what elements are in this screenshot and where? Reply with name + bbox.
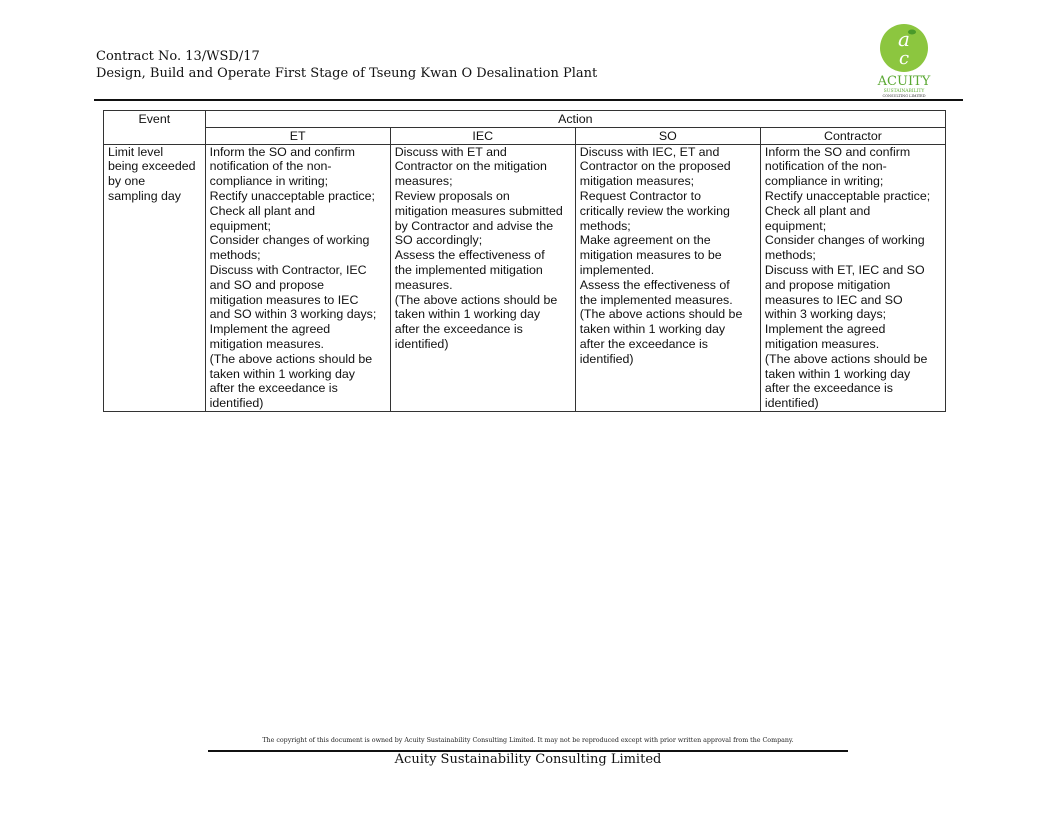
et-action-cell: Inform the SO and confirm notification o… (204, 143, 391, 412)
column-header-so: SO (574, 126, 761, 145)
column-header-contractor: Contractor (759, 126, 947, 145)
table-subheader-row: ET IEC SO Contractor (104, 126, 947, 145)
action-header: Action (204, 110, 947, 128)
svg-text:a: a (898, 27, 910, 51)
svg-text:SUSTAINABILITY: SUSTAINABILITY (884, 88, 926, 94)
so-action-cell: Discuss with IEC, ET and Contractor on t… (574, 143, 761, 412)
svg-text:c: c (899, 48, 909, 69)
event-cell: Limit level being exceeded by one sampli… (103, 143, 206, 412)
iec-action-cell: Discuss with ET and Contractor on the mi… (389, 143, 576, 412)
svg-text:ACUITY: ACUITY (877, 74, 931, 89)
column-header-et: ET (204, 126, 391, 145)
acuity-logo: a c ACUITY SUSTAINABILITY CONSULTING LIM… (877, 24, 931, 98)
svg-text:CONSULTING LIMITED: CONSULTING LIMITED (882, 94, 925, 98)
copyright-notice: The copyright of this document is owned … (262, 737, 794, 744)
table-row: Limit level being exceeded by one sampli… (103, 143, 947, 412)
contract-number: Contract No. 13/WSD/17 (96, 49, 260, 64)
table-header-row: Event Action (103, 110, 947, 145)
column-header-iec: IEC (389, 126, 576, 145)
header-rule (94, 99, 963, 101)
contractor-action-cell: Inform the SO and confirm notification o… (759, 143, 947, 412)
contract-title: Design, Build and Operate First Stage of… (96, 66, 598, 81)
footer-rule (208, 750, 848, 752)
footer-company: Acuity Sustainability Consulting Limited (394, 752, 662, 767)
event-action-table: Event Action ET IEC SO Contractor Limit … (103, 110, 947, 412)
event-header: Event (103, 110, 206, 145)
